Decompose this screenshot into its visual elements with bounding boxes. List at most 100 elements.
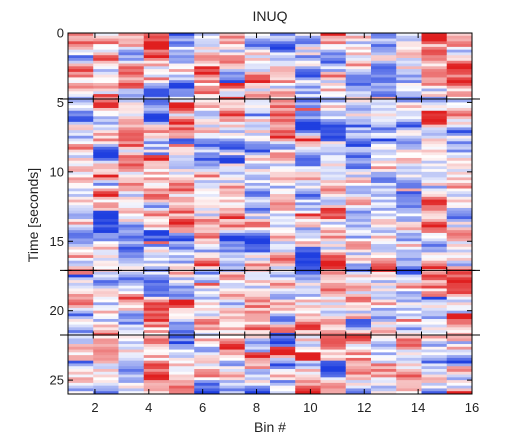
heatmap-cell — [295, 216, 321, 220]
heatmap-cell — [169, 149, 195, 153]
heatmap-cell — [118, 321, 145, 326]
heatmap-cell — [93, 352, 119, 356]
heatmap-cell — [143, 180, 170, 184]
heatmap-cell — [244, 135, 271, 140]
heatmap-cell — [194, 280, 220, 284]
heatmap-cell — [345, 280, 372, 284]
heatmap-cell — [295, 307, 321, 312]
heatmap-cell — [396, 244, 422, 248]
heatmap-cell — [68, 266, 94, 270]
heatmap-cell — [118, 235, 145, 239]
heatmap-cell — [371, 171, 397, 176]
heatmap-cell — [345, 146, 372, 151]
heatmap-cell — [118, 102, 145, 106]
heatmap-cell — [320, 235, 347, 239]
heatmap-cell — [194, 163, 220, 167]
heatmap-cell — [194, 160, 220, 165]
heatmap-cell — [421, 135, 448, 140]
heatmap-cell — [219, 91, 246, 95]
heatmap-cell — [169, 271, 195, 276]
heatmap-cell — [345, 127, 372, 131]
heatmap-cell — [143, 288, 170, 292]
heatmap-cell — [244, 377, 271, 381]
heatmap-cell — [194, 63, 220, 67]
heatmap-cell — [194, 213, 220, 217]
heatmap-cell — [371, 130, 397, 134]
heatmap-cell — [320, 38, 347, 42]
heatmap-cell — [396, 382, 422, 387]
heatmap-cell — [68, 77, 94, 81]
heatmap-cell — [446, 277, 473, 281]
heatmap-cell — [68, 263, 94, 267]
heatmap-cell — [244, 244, 271, 248]
heatmap-cell — [169, 141, 195, 145]
heatmap-cell — [169, 52, 195, 56]
heatmap-cell — [421, 302, 448, 306]
heatmap-cell — [68, 188, 94, 192]
heatmap-cell — [169, 235, 195, 239]
heatmap-cell — [270, 185, 296, 190]
heatmap-cell — [295, 255, 321, 259]
heatmap-cell — [320, 344, 347, 348]
heatmap-cell — [371, 219, 397, 223]
heatmap-cell — [194, 246, 220, 251]
heatmap-cell — [295, 124, 321, 128]
heatmap-cell — [194, 174, 220, 178]
heatmap-cell — [270, 94, 296, 98]
heatmap-cell — [169, 263, 195, 267]
heatmap-cell — [194, 313, 220, 317]
heatmap-cell — [345, 38, 372, 42]
heatmap-cell — [446, 274, 473, 278]
heatmap-cell — [194, 366, 220, 370]
heatmap-cell — [118, 213, 145, 217]
heatmap-cell — [396, 196, 422, 201]
heatmap-cell — [118, 121, 145, 126]
heatmap-cell — [93, 157, 119, 162]
heatmap-cell — [68, 260, 94, 264]
heatmap-cell — [219, 66, 246, 70]
heatmap-cell — [68, 255, 94, 259]
heatmap-cell — [93, 71, 119, 76]
heatmap-cell — [270, 80, 296, 84]
heatmap-cell — [421, 307, 448, 312]
heatmap-cell — [169, 182, 195, 187]
heatmap-cell — [421, 244, 448, 248]
heatmap-cell — [169, 246, 195, 251]
heatmap-cell — [320, 224, 347, 228]
heatmap-cell — [371, 132, 397, 137]
heatmap-cell — [295, 107, 321, 112]
heatmap-cell — [118, 266, 145, 270]
heatmap-cell — [295, 57, 321, 62]
heatmap-cell — [194, 94, 220, 98]
heatmap-cell — [93, 91, 119, 95]
heatmap-cell — [93, 216, 119, 220]
heatmap-cell — [446, 80, 473, 84]
heatmap-cell — [320, 366, 347, 370]
heatmap-cell — [219, 202, 246, 206]
heatmap-cell — [371, 174, 397, 178]
heatmap-cell — [446, 94, 473, 98]
heatmap-cell — [396, 238, 422, 242]
heatmap-cell — [93, 60, 119, 65]
heatmap-cell — [320, 46, 347, 51]
heatmap-cell — [320, 296, 347, 301]
heatmap-cell — [270, 105, 296, 109]
heatmap-cell — [270, 138, 296, 142]
heatmap-cell — [320, 144, 347, 148]
heatmap-cell — [68, 291, 94, 295]
heatmap-cell — [270, 355, 296, 359]
heatmap-cell — [118, 302, 145, 306]
heatmap-cell — [446, 338, 473, 342]
heatmap-cell — [295, 235, 321, 239]
heatmap-cell — [118, 288, 145, 292]
heatmap-cell — [270, 99, 296, 103]
heatmap-cell — [68, 252, 94, 256]
heatmap-cell — [345, 116, 372, 120]
heatmap-cell — [143, 230, 170, 234]
heatmap-cell — [371, 113, 397, 117]
heatmap-cell — [244, 52, 271, 56]
heatmap-cell — [219, 288, 246, 292]
heatmap-cell — [93, 274, 119, 278]
heatmap-cell — [270, 291, 296, 295]
